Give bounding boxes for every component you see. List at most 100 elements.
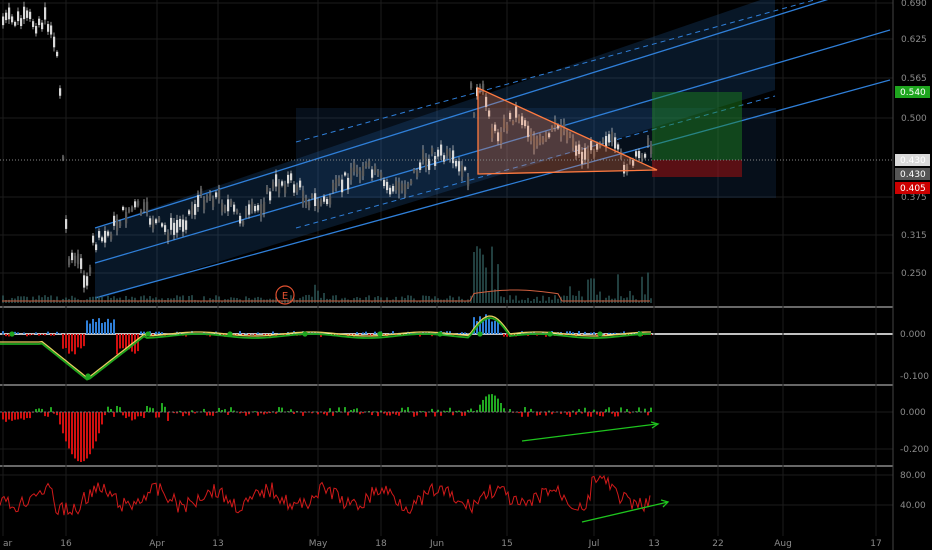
event-marker-circle[interactable] <box>275 285 295 305</box>
histogram-bar <box>263 412 265 415</box>
histogram-bar <box>155 412 157 418</box>
histogram-bar <box>503 408 505 412</box>
histogram-bar <box>629 412 631 414</box>
candle-body <box>89 267 92 274</box>
candlesticks <box>2 1 653 293</box>
candle-body <box>92 235 95 243</box>
histogram-bar <box>590 412 592 417</box>
candle-body <box>548 133 551 138</box>
volume-bar <box>488 292 490 303</box>
candle-body <box>650 144 653 155</box>
macd-hist-bar <box>65 334 67 348</box>
histogram-bar <box>119 407 121 412</box>
macd-hist-bar <box>248 334 250 336</box>
histogram-bar <box>218 407 220 412</box>
volume-bar <box>308 294 310 303</box>
candle-body <box>5 12 8 21</box>
volume-bar <box>143 295 145 303</box>
histogram-pane[interactable] <box>0 394 660 462</box>
histogram-bar <box>53 412 55 414</box>
candle-body <box>596 143 599 150</box>
volume-bar <box>50 295 52 303</box>
macd-hist-bar <box>80 334 82 349</box>
volume-bar <box>530 300 532 303</box>
volume-bar <box>617 274 619 303</box>
volume-bar <box>344 297 346 303</box>
histogram-bar <box>377 412 379 417</box>
candle-body <box>308 201 311 208</box>
histogram-bar <box>2 412 4 420</box>
candle-body <box>11 16 14 23</box>
channel-mid-line <box>94 29 891 264</box>
histogram-bar <box>326 412 328 416</box>
candle-body <box>473 113 476 117</box>
macd-hist-bar <box>530 332 532 334</box>
histogram-bar <box>401 407 403 412</box>
price-pane[interactable]: E <box>0 0 893 305</box>
volume-bar <box>104 300 106 303</box>
macd-hist-bar <box>203 332 205 334</box>
histogram-bar <box>458 410 460 412</box>
volume-bar <box>578 290 580 303</box>
candle-body <box>365 162 368 168</box>
macd-pane[interactable] <box>0 314 652 381</box>
candle-body <box>131 207 134 211</box>
histogram-bar <box>524 407 526 412</box>
candle-body <box>539 136 542 143</box>
macd-hist-bar <box>362 332 364 334</box>
candle-body <box>527 125 530 138</box>
histogram-bar <box>476 410 478 412</box>
histogram-bar <box>440 412 442 416</box>
candle-body <box>605 136 608 148</box>
volume-bar <box>275 297 277 303</box>
candle-body <box>359 170 362 180</box>
candle-body <box>110 233 113 240</box>
macd-hist-bar <box>71 334 73 352</box>
macd-hist-bar <box>542 331 544 334</box>
histogram-bar <box>14 412 16 420</box>
candle-body <box>218 189 221 200</box>
volume-bar <box>254 297 256 303</box>
candle-body <box>512 120 515 125</box>
candle-body <box>614 137 617 149</box>
macd-hist-bar <box>62 334 64 349</box>
histogram-bar <box>419 410 421 412</box>
volume-bar <box>500 296 502 303</box>
volume-bar <box>521 299 523 303</box>
volume-bar <box>314 284 316 303</box>
candle-body <box>587 150 590 164</box>
histogram-bar <box>464 412 466 416</box>
histogram-bar <box>353 409 355 412</box>
macd-hist-bar <box>620 332 622 334</box>
volume-bar <box>323 292 325 303</box>
candle-body <box>188 210 191 215</box>
histogram-bar <box>422 411 424 412</box>
histogram-bar <box>23 412 25 420</box>
macd-cross-dot <box>637 331 643 337</box>
volume-bar <box>302 296 304 303</box>
histogram-bar <box>242 412 244 413</box>
time-tick-label: Aug <box>774 539 792 549</box>
volume-bar <box>506 299 508 303</box>
price-badge <box>895 86 930 98</box>
macd-hist-bar <box>125 334 127 351</box>
histogram-bar <box>125 412 127 419</box>
macd-hist-bar <box>365 331 367 334</box>
histogram-bar <box>509 409 511 412</box>
histogram-bar <box>413 412 415 417</box>
price-axis[interactable]: 0.690 0.625 0.565 0.500 0.430 0.375 0.315 0.250… <box>895 0 930 511</box>
candle-body <box>158 217 161 222</box>
rsi-pane[interactable] <box>0 475 670 523</box>
candle-body <box>371 169 374 178</box>
macd-hist-bar <box>608 332 610 334</box>
macd-hist-bar <box>266 334 268 336</box>
macd-hist-bar <box>8 334 10 337</box>
time-axis[interactable]: ar 16 Apr 13 May 18 Jun 15 Jul 13 22 Aug 17 <box>3 539 882 549</box>
candle-body <box>23 6 26 20</box>
macd-hist-bar <box>485 314 487 334</box>
macd-hist-bar <box>128 334 130 350</box>
candle-body <box>281 181 284 186</box>
candle-body <box>170 217 173 230</box>
